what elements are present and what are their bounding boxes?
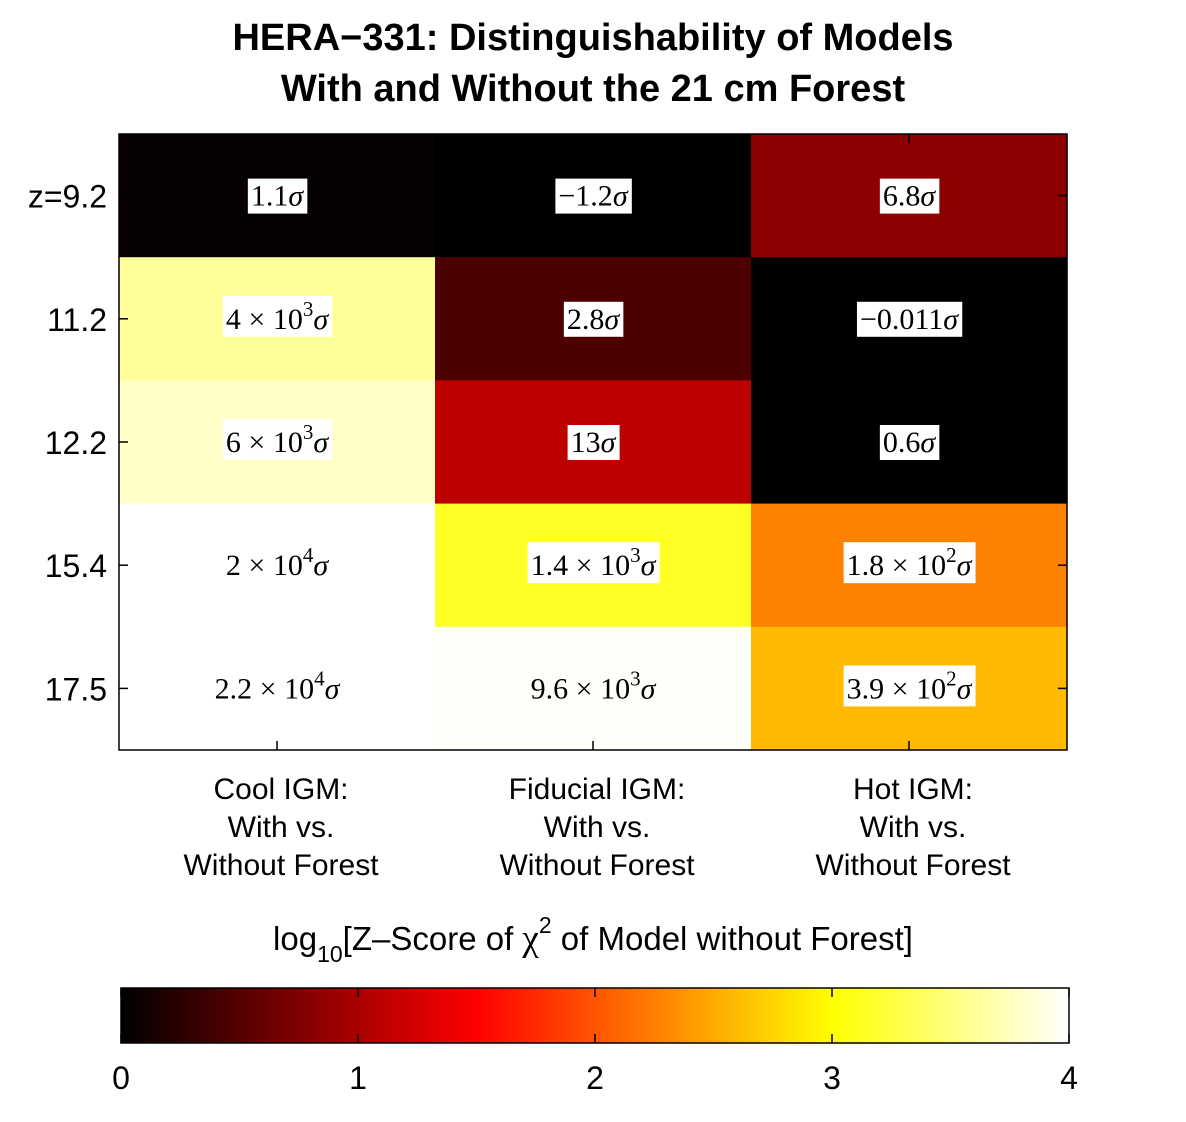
cell-value-label: 1.4 × 103σ: [531, 543, 657, 582]
cell-label-background: [222, 419, 333, 460]
colorbar-tick-label: 4: [1060, 1060, 1078, 1096]
y-tick-label: z=9.2: [28, 179, 107, 215]
cell-label-background: [527, 542, 660, 584]
heatmap-cell-labels: 1.1σ −1.2σ 6.8σ 4 × 103σ 2.8σ −0.011σ 6 × 103σ…: [215, 178, 976, 707]
cell-label-background: [879, 178, 940, 214]
cell-value-label: 4 × 103σ: [226, 297, 329, 336]
chart-title-line-1: HERA−331: Distinguishability of Models: [232, 17, 953, 59]
axis-ticks: [119, 134, 1067, 750]
y-tick-label: 15.4: [45, 548, 107, 584]
cell-value-label: −1.2σ: [558, 180, 628, 213]
chart-title-line-2: With and Without the 21 cm Forest: [281, 68, 906, 110]
x-tick-label: With vs.: [228, 811, 335, 844]
cell-value-label: 2.2 × 104σ: [215, 666, 341, 705]
colorbar-label: log10[Z–Score of χ2 of Model without For…: [273, 912, 913, 967]
cell-label-background: [879, 425, 940, 460]
x-tick-label: Without Forest: [183, 849, 379, 882]
cell-value-label: 9.6 × 103σ: [531, 666, 657, 705]
heatmap-cell: [119, 503, 436, 628]
colorbar-tick-label: 1: [349, 1060, 367, 1096]
y-tick-label: 11.2: [47, 302, 107, 338]
cell-value-label: 3.9 × 102σ: [847, 666, 973, 705]
cell-value-label: 6 × 103σ: [226, 420, 329, 459]
cell-label-background: [222, 295, 333, 337]
cell-label-background: [843, 665, 976, 707]
cell-value-label: 0.6σ: [883, 426, 937, 459]
cell-value-label: 1.1σ: [251, 180, 305, 213]
heatmap-cell: [119, 626, 436, 751]
y-axis-tick-labels: z=9.2 11.2 12.2 15.4 17.5: [28, 179, 107, 708]
cell-value-label: 6.8σ: [883, 180, 937, 213]
x-axis-tick-labels: Cool IGM: With vs. Without Forest Fiducial …: [183, 773, 1011, 882]
cell-value-label: 2 × 104σ: [226, 543, 329, 582]
cell-value-label: −0.011σ: [860, 303, 959, 336]
x-tick-label: With vs.: [544, 811, 651, 844]
x-tick-label: Fiducial IGM:: [509, 773, 686, 806]
x-tick-label: Cool IGM:: [213, 773, 348, 806]
colorbar-tick-label: 2: [586, 1060, 604, 1096]
cell-label-background: [843, 542, 976, 584]
colorbar-tick-label: 3: [823, 1060, 841, 1096]
cell-value-label: 1.8 × 102σ: [847, 543, 973, 582]
cell-label-background: [563, 301, 624, 337]
x-tick-label: With vs.: [860, 811, 967, 844]
cell-label-background: [856, 301, 963, 337]
colorbar-ticks: 0 1 2 3 4: [112, 988, 1078, 1096]
cell-value-label: 13σ: [571, 426, 617, 459]
x-tick-label: Hot IGM:: [853, 773, 973, 806]
cell-label-background: [567, 425, 620, 460]
y-tick-label: 12.2: [45, 425, 107, 461]
heatmap-cell: [435, 626, 752, 751]
colorbar-tick-label: 0: [112, 1060, 130, 1096]
y-tick-label: 17.5: [45, 671, 107, 707]
cell-label-background: [247, 178, 308, 214]
x-tick-label: Without Forest: [499, 849, 695, 882]
colorbar: [120, 987, 1070, 1044]
cell-label-background: [555, 178, 632, 214]
x-tick-label: Without Forest: [815, 849, 1011, 882]
cell-value-label: 2.8σ: [567, 303, 621, 336]
